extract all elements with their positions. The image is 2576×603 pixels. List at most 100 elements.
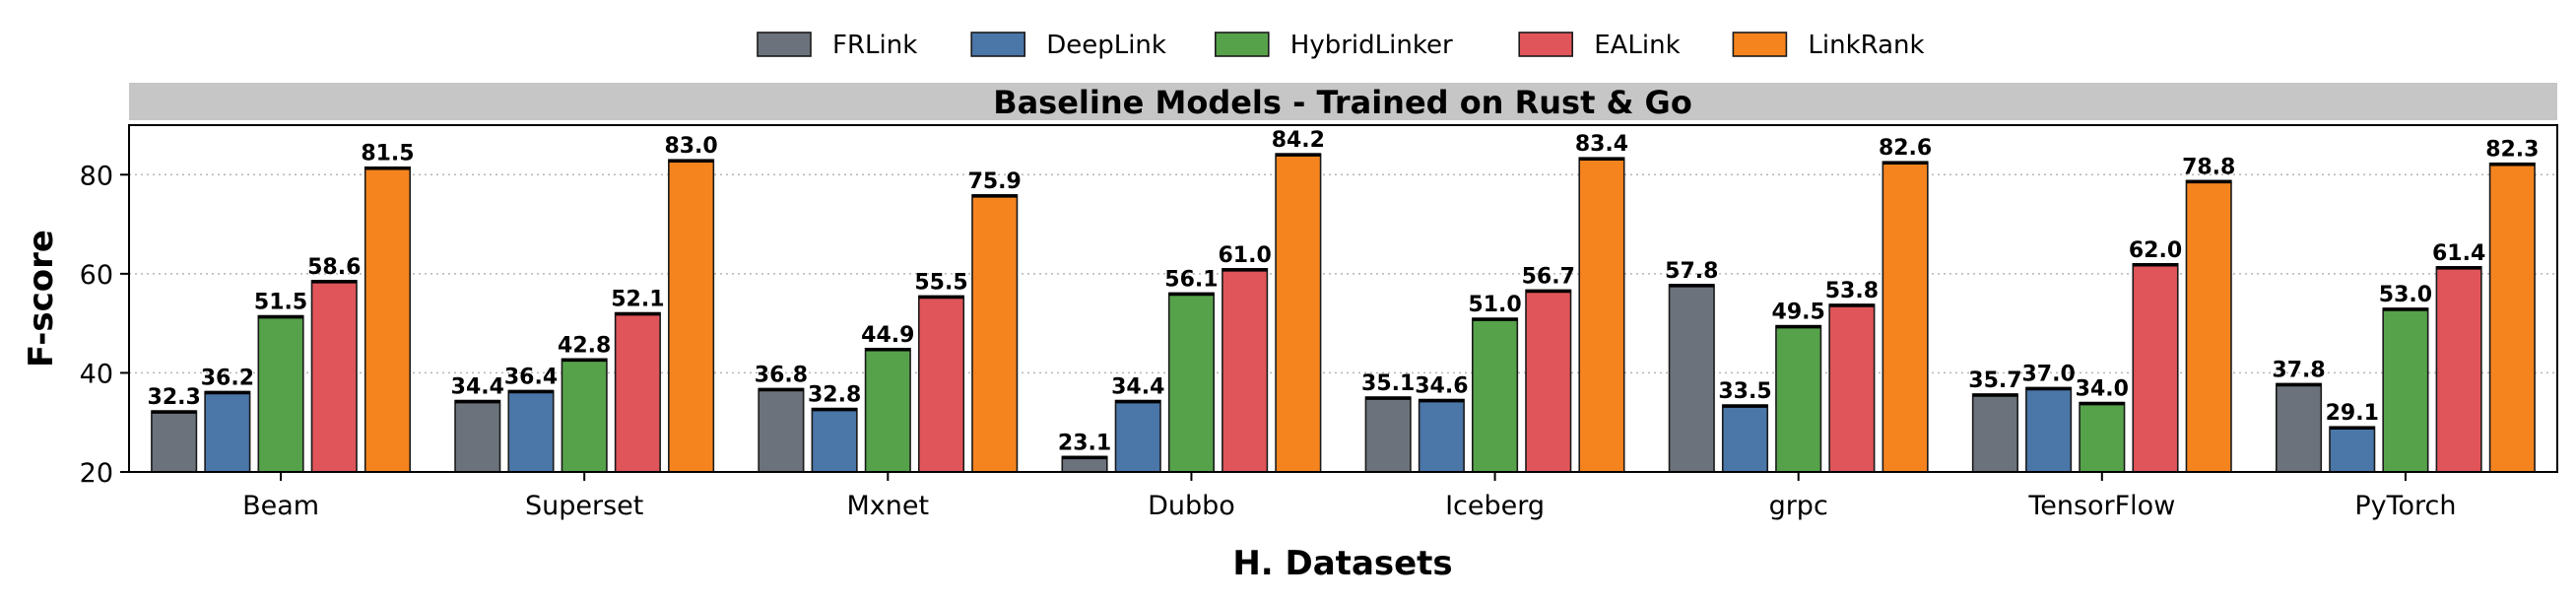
bar — [204, 390, 251, 473]
bar — [2435, 266, 2482, 473]
bar — [758, 387, 805, 473]
bar — [2329, 426, 2376, 473]
legend-label: HybridLinker — [1290, 31, 1453, 60]
bar — [864, 347, 911, 473]
y-tick-label: 20 — [80, 458, 113, 489]
bar — [1222, 268, 1269, 473]
bar — [971, 194, 1019, 473]
bar — [1721, 404, 1769, 473]
data-label: 32.3 — [148, 385, 201, 410]
data-label: 23.1 — [1058, 431, 1111, 455]
bar — [507, 389, 555, 473]
bars — [151, 153, 2536, 473]
x-axis: Beam Superset Mxnet Dubbo Iceberg grpc TensorF… — [242, 472, 2457, 521]
bar — [2275, 382, 2323, 473]
data-label: 58.6 — [307, 255, 361, 280]
data-label: 36.2 — [201, 367, 254, 391]
data-label: 37.0 — [2021, 363, 2075, 387]
data-label: 84.2 — [1272, 128, 1325, 153]
data-label: 35.1 — [1361, 371, 1415, 396]
legend-swatch — [970, 32, 1026, 57]
legend-label: FRLink — [832, 31, 917, 60]
legend-swatch — [1518, 32, 1573, 57]
bar — [1472, 317, 1519, 473]
bar — [151, 410, 198, 473]
bar — [310, 280, 358, 473]
x-axis-title: H. Datasets — [1232, 544, 1452, 583]
x-tick-label: Dubbo — [1148, 491, 1235, 521]
legend-label: EALink — [1594, 31, 1680, 60]
bar — [1525, 289, 1572, 473]
legend-swatch — [1215, 32, 1270, 57]
title-band: Baseline Models - Trained on Rust & Go — [129, 83, 2557, 121]
data-label: 83.0 — [664, 134, 717, 159]
bar — [1578, 157, 1625, 473]
legend-label: LinkRank — [1808, 31, 1924, 60]
data-label: 51.0 — [1468, 293, 1521, 317]
data-label: 78.8 — [2182, 155, 2235, 179]
bar — [917, 295, 965, 473]
y-tick-label: 40 — [80, 359, 113, 389]
data-label: 52.1 — [611, 288, 664, 312]
bar — [668, 159, 715, 473]
data-label: 82.3 — [2485, 138, 2539, 163]
y-axis: 20 40 60 80 — [80, 161, 129, 489]
data-label: 32.8 — [808, 383, 861, 408]
data-label: 34.0 — [2076, 377, 2129, 402]
data-label: 34.4 — [451, 375, 504, 400]
data-label: 36.4 — [504, 366, 558, 390]
data-label: 35.7 — [1968, 368, 2021, 393]
data-label: 55.5 — [914, 270, 967, 295]
bar — [454, 399, 501, 473]
data-label: 56.7 — [1522, 264, 1575, 289]
bar — [363, 166, 412, 473]
data-label: 49.5 — [1772, 301, 1825, 325]
data-label: 57.8 — [1665, 259, 1718, 284]
bar — [1114, 399, 1161, 473]
plot-frame — [128, 124, 2558, 473]
data-label: 61.4 — [2432, 241, 2485, 266]
data-label: 53.8 — [1825, 279, 1879, 303]
bar — [811, 407, 858, 473]
bar — [614, 311, 661, 473]
data-label: 82.6 — [1879, 136, 1932, 161]
data-label: 83.4 — [1575, 132, 1628, 157]
bar — [2185, 179, 2232, 473]
y-axis-title: F-score — [22, 230, 61, 368]
y-tick-label: 60 — [80, 260, 113, 291]
bar — [1364, 396, 1412, 473]
data-label: 37.8 — [2272, 358, 2325, 382]
data-label: 51.5 — [254, 291, 307, 315]
x-tick-label: Beam — [242, 491, 319, 521]
bar — [1668, 284, 1715, 473]
data-label: 75.9 — [968, 169, 1022, 194]
data-label: 81.5 — [361, 142, 414, 167]
x-tick-label: Iceberg — [1445, 491, 1545, 521]
data-labels: 32.336.2 51.558.6 81.5 34.4 36.442.852.1 83.0… — [148, 128, 2540, 455]
bar — [2079, 401, 2126, 473]
bar — [1167, 292, 1215, 473]
bar — [1882, 161, 1929, 473]
data-label: 36.8 — [755, 364, 808, 388]
legend: FRLink DeepLink HybridLinker EALink LinkRank — [757, 31, 1925, 60]
data-label: 29.1 — [2326, 401, 2379, 426]
bar — [1828, 303, 1876, 473]
bar — [2488, 162, 2536, 473]
legend-label: DeepLink — [1046, 31, 1166, 60]
data-label: 56.1 — [1164, 267, 1218, 292]
x-tick-label: grpc — [1769, 491, 1828, 521]
legend-swatch — [757, 32, 812, 57]
bar — [2382, 307, 2429, 473]
y-tick-label: 80 — [80, 161, 113, 191]
bar — [2132, 262, 2179, 473]
bar — [561, 358, 608, 473]
bar — [257, 314, 304, 473]
x-tick-label: TensorFlow — [2027, 491, 2175, 521]
data-label: 61.0 — [1218, 243, 1271, 268]
bar — [1275, 153, 1322, 473]
data-label: 42.8 — [558, 333, 611, 358]
legend-swatch — [1732, 32, 1788, 57]
data-label: 33.5 — [1718, 379, 1771, 404]
x-tick-label: PyTorch — [2354, 491, 2456, 521]
